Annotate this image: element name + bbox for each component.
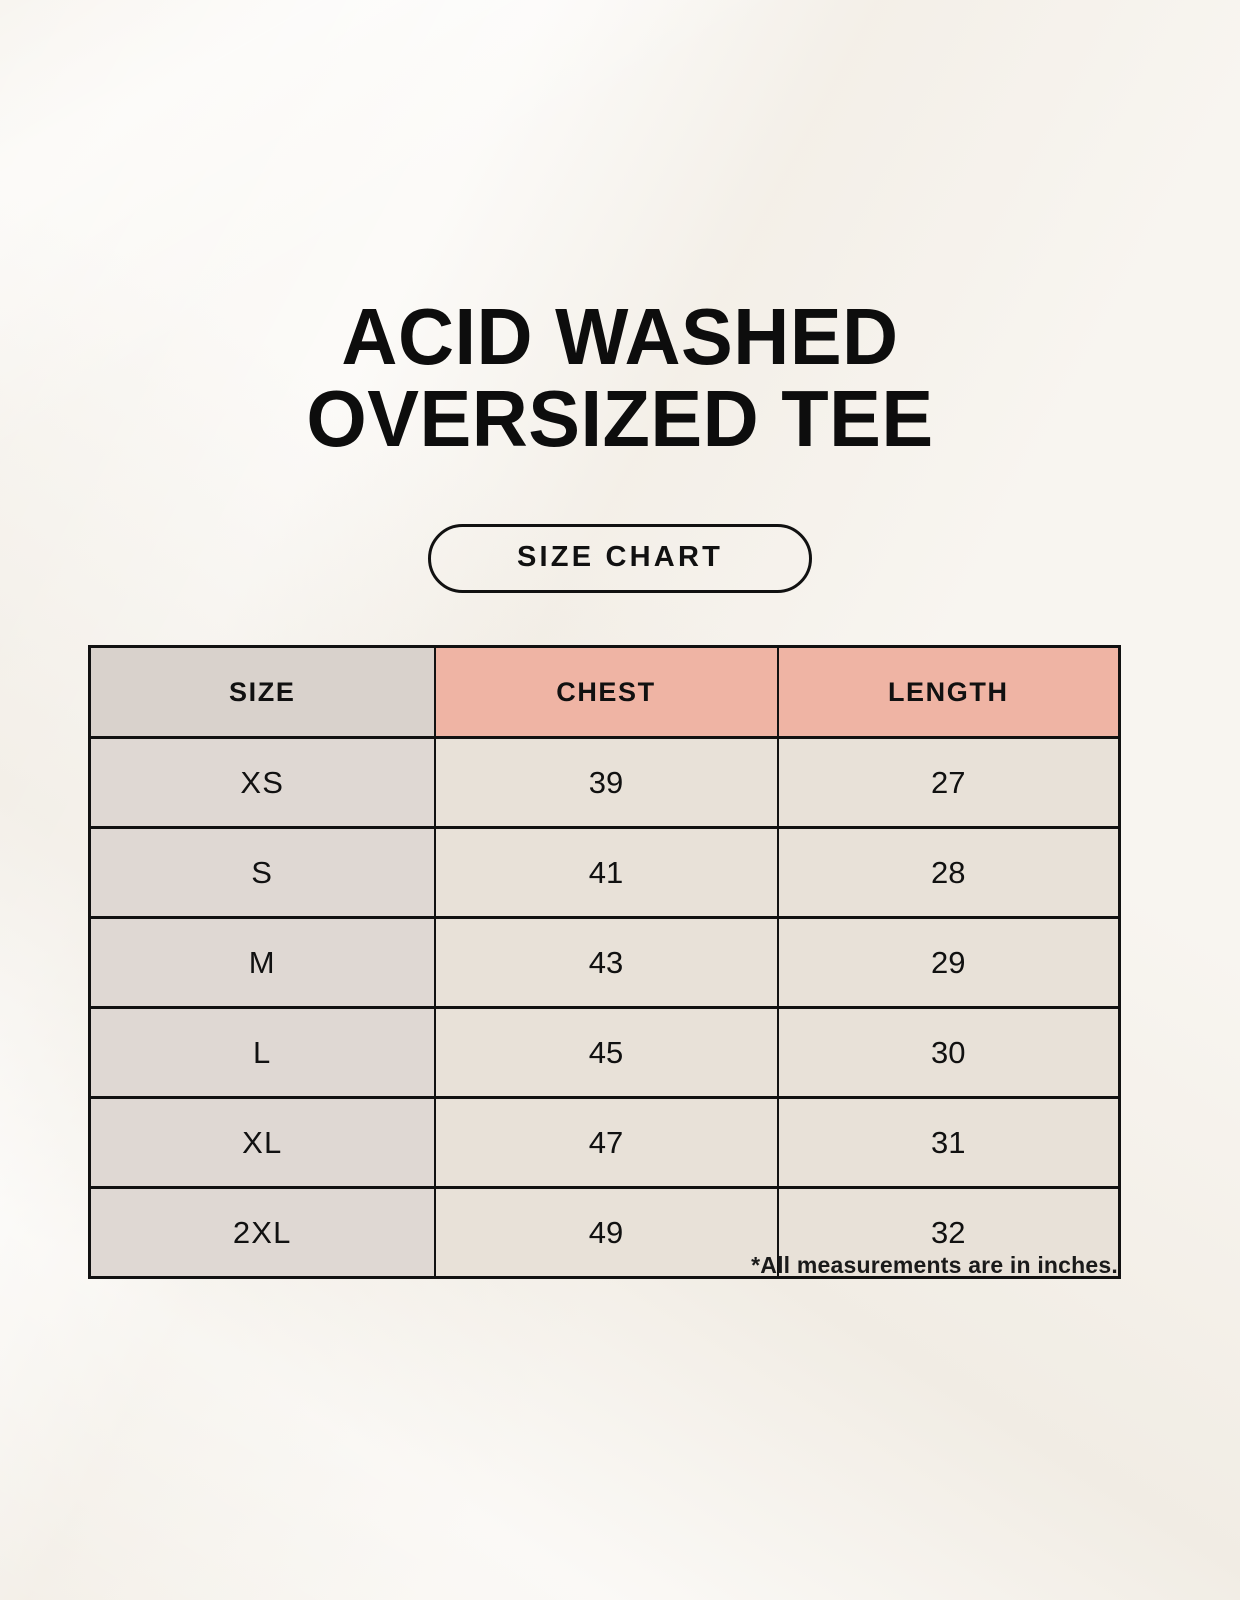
table-header-row: SIZE CHEST LENGTH [88,645,1121,739]
column-header-length: LENGTH [776,645,1121,739]
cell-chest: 45 [433,1006,779,1099]
page-title: ACID WASHED OVERSIZED TEE [0,296,1240,460]
measurement-units-note: *All measurements are in inches. [751,1252,1118,1278]
cell-chest: 49 [433,1186,779,1279]
size-chart-table-container: SIZE CHEST LENGTH XS 39 27 S 41 28 M [88,645,1121,1279]
cell-size: XL [88,1096,436,1189]
size-chart-table: SIZE CHEST LENGTH XS 39 27 S 41 28 M [88,645,1121,1279]
cell-size: XS [88,736,436,829]
table-row: L 45 30 [88,1006,1121,1099]
title-line-2: OVERSIZED TEE [306,374,934,463]
table-header: SIZE CHEST LENGTH [88,645,1121,739]
cell-size: M [88,916,436,1009]
table-row: 2XL 49 32 [88,1186,1121,1279]
column-header-chest: CHEST [433,645,779,739]
cell-chest: 41 [433,826,779,919]
cell-length: 31 [776,1096,1121,1189]
cell-size: 2XL [88,1186,436,1279]
cell-size: S [88,826,436,919]
column-header-size: SIZE [88,645,436,739]
title-line-1: ACID WASHED [341,292,899,381]
table-row: XS 39 27 [88,736,1121,829]
cell-length: 32 [776,1186,1121,1279]
cell-length: 27 [776,736,1121,829]
cell-length: 28 [776,826,1121,919]
cell-chest: 39 [433,736,779,829]
cell-size: L [88,1006,436,1099]
size-chart-badge-container: SIZE CHART [0,524,1240,593]
cell-length: 29 [776,916,1121,1009]
table-row: M 43 29 [88,916,1121,1009]
table-body: XS 39 27 S 41 28 M 43 29 L 45 30 [88,736,1121,1279]
cell-chest: 47 [433,1096,779,1189]
size-chart-badge: SIZE CHART [428,524,812,593]
table-row: XL 47 31 [88,1096,1121,1189]
table-row: S 41 28 [88,826,1121,919]
cell-length: 30 [776,1006,1121,1099]
cell-chest: 43 [433,916,779,1009]
